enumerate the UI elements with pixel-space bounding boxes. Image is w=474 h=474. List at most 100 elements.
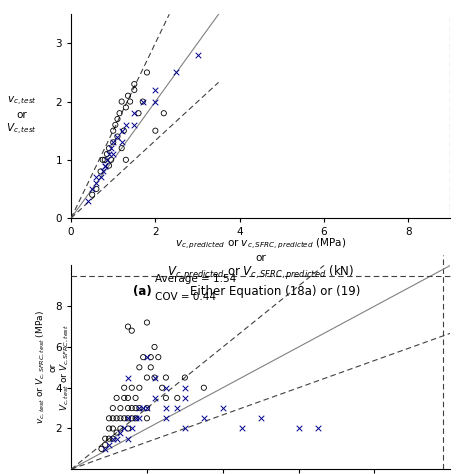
Point [173, 404, 181, 412]
Point [132, 414, 139, 422]
Point [117, 425, 124, 432]
Point [120, 425, 128, 432]
Point [109, 435, 117, 443]
Point [151, 394, 158, 402]
Point [152, 98, 159, 105]
Point [124, 425, 132, 432]
Point [88, 191, 96, 199]
Point [136, 364, 143, 371]
Point [120, 394, 128, 402]
Point [124, 414, 132, 422]
Point [162, 384, 170, 392]
Point [103, 156, 111, 164]
Point [120, 414, 128, 422]
Point [130, 121, 138, 128]
Point [105, 414, 113, 422]
Point [88, 185, 96, 193]
Point [124, 374, 132, 381]
Point [92, 179, 100, 187]
Point [122, 156, 130, 164]
Point [160, 109, 168, 117]
Point [143, 414, 151, 422]
Point [130, 80, 138, 88]
Point [173, 394, 181, 402]
Point [122, 121, 130, 128]
Point [109, 150, 117, 158]
Point [103, 150, 111, 158]
Point [109, 138, 117, 146]
Point [181, 374, 189, 381]
Point [132, 394, 139, 402]
Point [101, 162, 109, 169]
Point [132, 414, 139, 422]
Point [101, 162, 109, 169]
Point [98, 445, 105, 453]
Point [181, 425, 189, 432]
Point [139, 98, 146, 105]
Text: Either Equation (18a) or (19): Either Equation (18a) or (19) [190, 285, 360, 298]
Text: $v_{c,predicted}$ or $v_{c,SFRC,predicted}$ (MPa): $v_{c,predicted}$ or $v_{c,SFRC,predicte… [175, 237, 346, 251]
Y-axis label: $v_{c,test}$ or $V_{c,SFRC,test}$ (MPa)
or
$V_{c,test}$ or $V_{c,SFRC,test}$: $v_{c,test}$ or $V_{c,SFRC,test}$ (MPa) … [34, 310, 71, 424]
Point [143, 374, 151, 381]
Point [143, 319, 151, 326]
Point [136, 404, 143, 412]
Point [200, 384, 208, 392]
Point [130, 109, 138, 117]
Point [92, 185, 100, 193]
Point [109, 414, 117, 422]
Point [143, 354, 151, 361]
Point [181, 384, 189, 392]
Point [158, 384, 166, 392]
Point [105, 145, 113, 152]
Point [139, 404, 147, 412]
Point [152, 86, 159, 94]
Point [128, 414, 136, 422]
Point [139, 354, 147, 361]
Point [200, 414, 208, 422]
Point [124, 435, 132, 443]
Text: Average = 1.54: Average = 1.54 [155, 273, 236, 283]
Point [109, 425, 117, 432]
Point [130, 86, 138, 94]
Point [118, 127, 126, 135]
Point [124, 414, 132, 422]
Point [105, 441, 113, 448]
Point [99, 168, 107, 175]
Point [143, 69, 151, 76]
Point [147, 364, 155, 371]
Point [101, 156, 109, 164]
Point [113, 435, 120, 443]
Point [122, 104, 130, 111]
Point [151, 374, 158, 381]
Point [105, 435, 113, 443]
Point [295, 425, 302, 432]
Point [113, 414, 120, 422]
Point [113, 429, 120, 437]
Text: (a): (a) [133, 285, 152, 298]
Point [117, 414, 124, 422]
Point [128, 327, 136, 335]
Point [118, 145, 126, 152]
Text: $v_{c,test}$
or
$V_{c,test}$: $v_{c,test}$ or $V_{c,test}$ [6, 95, 37, 137]
Point [120, 384, 128, 392]
Point [124, 92, 132, 100]
Point [257, 414, 264, 422]
Point [120, 127, 128, 135]
Point [152, 127, 159, 135]
Text: or: or [255, 253, 266, 264]
Point [124, 394, 132, 402]
Point [84, 197, 92, 204]
Point [99, 156, 107, 164]
Point [238, 425, 246, 432]
Point [143, 404, 151, 412]
Point [194, 51, 201, 59]
Point [92, 173, 100, 181]
Point [97, 168, 104, 175]
Point [124, 404, 132, 412]
Point [101, 441, 109, 448]
Point [136, 414, 143, 422]
Point [151, 374, 158, 381]
Point [135, 109, 142, 117]
Point [97, 173, 104, 181]
Point [105, 162, 113, 169]
